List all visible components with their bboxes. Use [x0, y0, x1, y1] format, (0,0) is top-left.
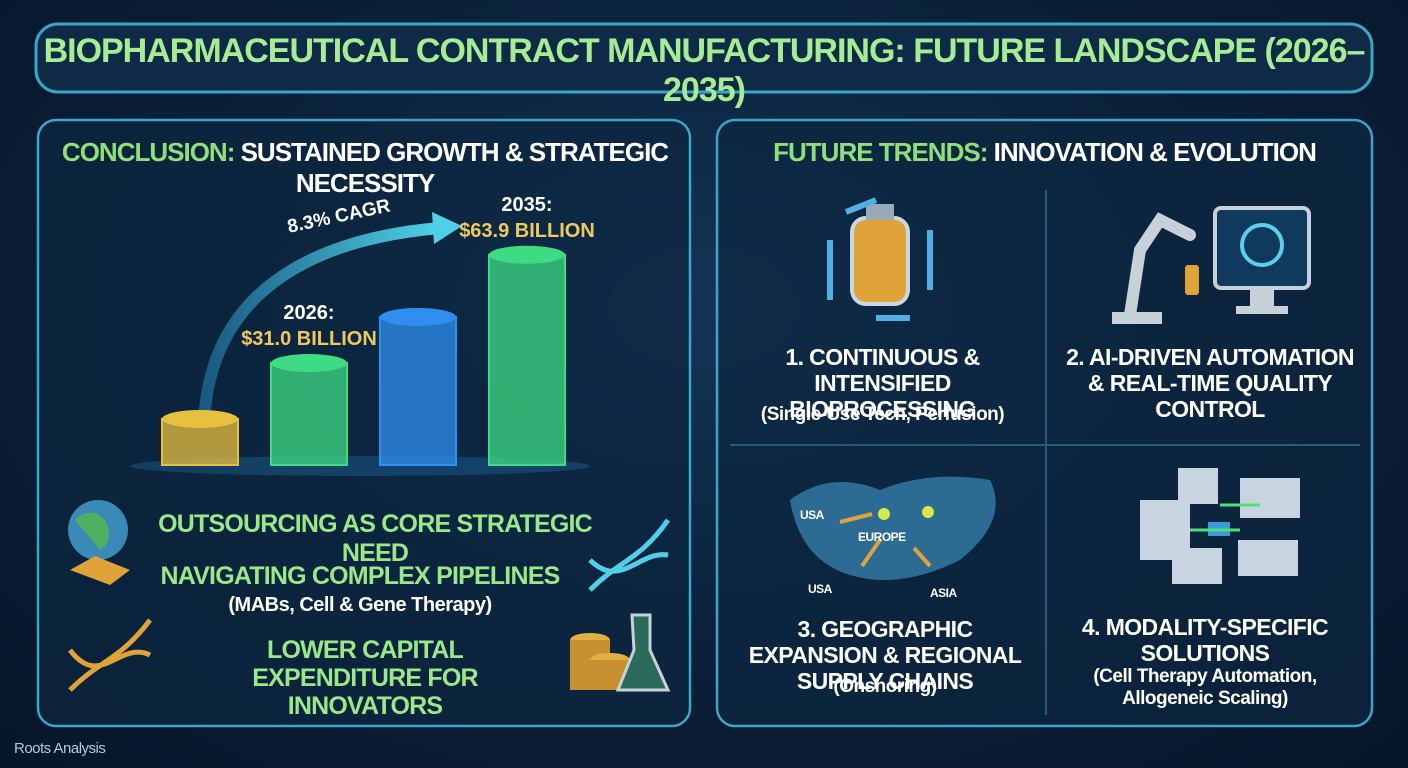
bar-category: 2035: — [501, 194, 552, 216]
map-label: EUROPE — [858, 530, 906, 544]
bar-top — [380, 307, 456, 326]
bar-category: 2026: — [283, 302, 334, 324]
map-label: USA — [808, 582, 832, 596]
trend-detail: (Onshoring) — [833, 676, 937, 697]
bar-value-label: $31.0 BILLION — [241, 328, 377, 350]
bar-value-label: $63.9 BILLION — [459, 220, 595, 242]
world-map-icon — [790, 476, 996, 580]
bar — [270, 362, 348, 467]
heading-highlight: CONCLUSION: — [61, 137, 235, 167]
chart-floor — [130, 456, 590, 476]
bar-top — [162, 409, 238, 428]
page-title: BIOPHARMACEUTICAL CONTRACT MANUFACTURING… — [43, 32, 1366, 109]
bar-top — [489, 245, 565, 264]
bar-top — [271, 354, 347, 373]
map-label: USA — [800, 508, 824, 522]
heading-text: INNOVATION & EVOLUTION — [993, 137, 1317, 167]
trend-title: 1. CONTINUOUS & INTENSIFIED BIOPROCESSIN… — [785, 344, 980, 422]
map-label: ASIA — [930, 586, 957, 600]
bar — [488, 253, 566, 466]
coins-flask-icon — [570, 613, 671, 692]
point-detail: (MABs, Cell & Gene Therapy) — [228, 594, 492, 616]
dna-icon — [68, 518, 671, 692]
trend-detail: (Cell Therapy Automation, Allogeneic Sca… — [1093, 666, 1317, 709]
brand: Roots Analysis — [14, 740, 106, 757]
heading-text: SUSTAINED GROWTH & STRATEGIC NECESSITY — [240, 137, 669, 198]
point: OUTSOURCING AS CORE STRATEGIC NEED — [158, 510, 593, 567]
robot-icon — [1112, 206, 1311, 324]
point: NAVIGATING COMPLEX PIPELINES — [160, 562, 561, 590]
point: LOWER CAPITAL EXPENDITURE FOR INNOVATORS — [252, 636, 478, 720]
panel-heading: FUTURE TRENDS: INNOVATION & EVOLUTION — [717, 137, 1372, 168]
handshake-globe-icon — [68, 500, 130, 585]
trend-title: 2. AI-DRIVEN AUTOMATION & REAL-TIME QUAL… — [1066, 344, 1354, 422]
trend-detail: (Single-Use Tech, Perfusion) — [760, 404, 1005, 425]
cagr-arrow — [199, 222, 446, 416]
trend-title: 3. GEOGRAPHIC EXPANSION & REGIONAL SUPPL… — [748, 616, 1022, 694]
trend-title: 4. MODALITY-SPECIFIC SOLUTIONS — [1081, 614, 1329, 666]
arrow-head — [432, 212, 462, 244]
bioreactor-icon — [827, 197, 933, 321]
panel-heading: CONCLUSION: SUSTAINED GROWTH & STRATEGIC… — [40, 137, 690, 199]
title-box — [34, 22, 1374, 94]
bar — [379, 315, 457, 467]
factories-icon — [1140, 468, 1300, 584]
heading-highlight: FUTURE TRENDS: — [773, 137, 988, 167]
